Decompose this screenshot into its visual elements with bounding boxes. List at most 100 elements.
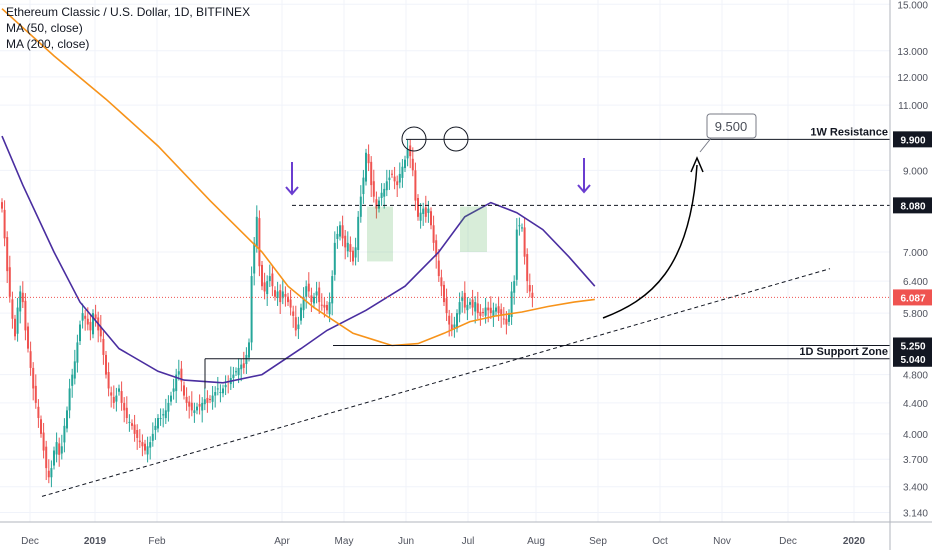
candle-body	[162, 414, 165, 416]
candle-body	[333, 242, 336, 275]
x-tick-label: Dec	[779, 536, 797, 547]
candle-body	[453, 324, 456, 328]
y-tick-label: 13.000	[897, 47, 928, 58]
candle-body	[224, 384, 227, 388]
candle-body	[370, 161, 373, 186]
candle-body	[201, 402, 204, 411]
candle-body	[3, 209, 6, 239]
x-tick-label: Aug	[527, 536, 545, 547]
candle-body	[375, 199, 378, 209]
candle-body	[271, 273, 274, 287]
candle-body	[42, 432, 45, 451]
y-tick-label: 4.400	[903, 399, 928, 410]
price-label: 5.250	[900, 341, 925, 352]
candle-body	[14, 318, 16, 337]
candle-body	[193, 410, 196, 413]
candle-body	[323, 304, 326, 308]
candle-body	[391, 173, 393, 175]
candle-body	[430, 211, 432, 226]
candle-body	[209, 399, 211, 401]
candle-body	[281, 291, 284, 299]
x-tick-label: 2020	[843, 536, 866, 547]
candle-body	[63, 425, 66, 443]
candle-body	[55, 442, 58, 455]
candle-body	[190, 402, 193, 411]
price-label-box	[893, 289, 932, 306]
candle-body	[125, 407, 128, 419]
candle-body	[66, 410, 68, 429]
candle-body	[214, 392, 217, 396]
candle-body	[120, 391, 123, 403]
candle-body	[508, 313, 510, 322]
candle-body	[294, 317, 297, 331]
candle-body	[515, 229, 518, 280]
candle-body	[510, 291, 513, 318]
legend: Ethereum Classic / U.S. Dollar, 1D, BITF…	[6, 4, 250, 52]
candle-body	[11, 299, 14, 319]
candle-body	[151, 433, 154, 441]
candle-body	[341, 225, 344, 239]
target-callout	[706, 113, 757, 139]
candle-body	[40, 419, 42, 434]
candle-body	[461, 296, 464, 301]
candle-body	[313, 296, 315, 304]
candle-body	[469, 302, 471, 305]
candle-body	[526, 254, 529, 282]
candle-body	[123, 402, 126, 411]
candle-body	[307, 283, 310, 292]
candle-body	[359, 196, 362, 217]
candle-body	[154, 425, 157, 430]
resistance-label: 1W Resistance	[810, 126, 888, 138]
candle-body	[219, 392, 222, 394]
candle-body	[362, 177, 365, 195]
candle-body	[203, 399, 206, 405]
y-tick-label: 3.700	[903, 455, 928, 466]
candle-body	[443, 284, 445, 303]
candle-body	[258, 218, 261, 267]
candle-body	[196, 406, 198, 411]
candle-body	[497, 306, 500, 314]
candle-body	[175, 374, 178, 392]
candle-body	[318, 287, 321, 303]
ma50-line	[1, 135, 596, 384]
legend-ma50: MA (50, close)	[6, 21, 83, 35]
candle-body	[118, 388, 120, 392]
candle-body	[437, 260, 440, 277]
candle-body	[289, 299, 292, 308]
candle-body	[482, 312, 484, 314]
y-tick-label: 6.400	[903, 277, 928, 288]
candle-body	[76, 342, 79, 363]
candle-body	[500, 309, 503, 316]
x-tick-label: Jul	[462, 536, 475, 547]
candle-body	[505, 318, 508, 325]
candle-body	[232, 374, 235, 379]
candle-body	[32, 367, 35, 389]
candle-body	[177, 371, 180, 375]
candle-body	[315, 291, 318, 296]
price-label: 8.080	[900, 201, 925, 212]
candle-body	[255, 216, 258, 247]
candle-body	[326, 304, 328, 311]
candle-body	[29, 351, 32, 368]
candle-body	[495, 307, 497, 312]
consolidation-box	[460, 206, 487, 253]
candle-body	[268, 276, 271, 282]
candle-body	[198, 404, 201, 407]
candle-body	[305, 286, 308, 297]
candle-body	[404, 159, 406, 169]
y-tick-label: 3.140	[903, 509, 928, 520]
x-tick-label: May	[335, 536, 354, 547]
x-tick-label: Sep	[589, 536, 607, 547]
candle-body	[320, 304, 323, 306]
candle-body	[292, 311, 295, 316]
candle-body	[279, 290, 282, 303]
top-circle	[443, 126, 469, 152]
candle-body	[328, 302, 331, 315]
candle-body	[474, 302, 477, 312]
candle-body	[45, 446, 48, 469]
candle-body	[138, 440, 141, 443]
down-arrow-icon	[577, 184, 591, 194]
candle-body	[24, 300, 27, 331]
